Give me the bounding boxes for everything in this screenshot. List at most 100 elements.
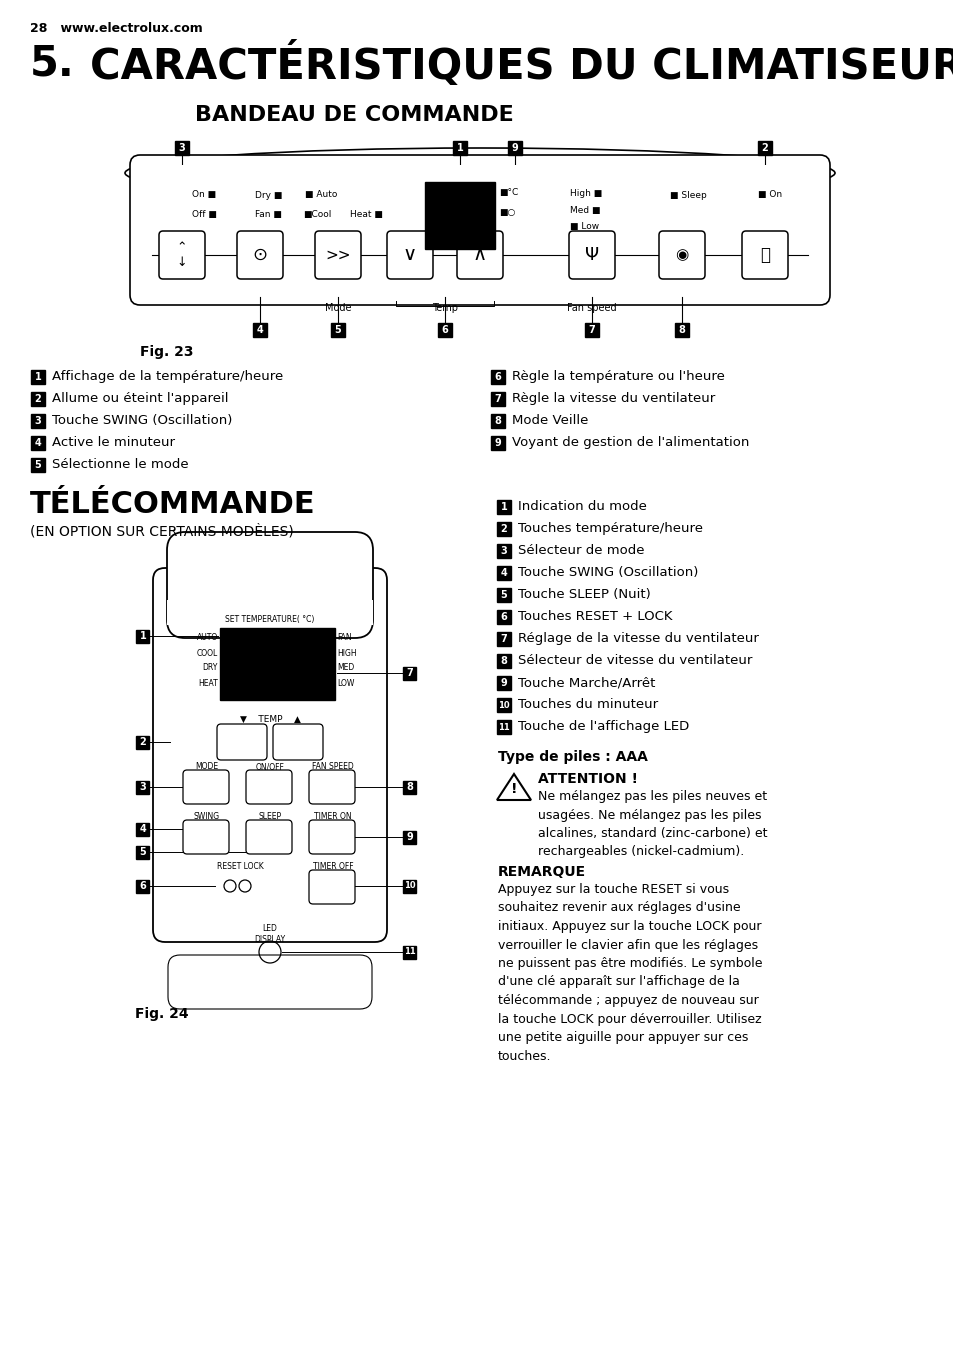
Text: Mode Veille: Mode Veille [512, 414, 588, 427]
Text: LOW: LOW [336, 678, 354, 688]
FancyBboxPatch shape [30, 393, 45, 406]
FancyBboxPatch shape [456, 232, 502, 279]
Text: Fan ■: Fan ■ [254, 210, 281, 219]
Text: 9: 9 [406, 831, 413, 842]
Text: ■°C: ■°C [498, 188, 517, 198]
Text: Touches température/heure: Touches température/heure [517, 523, 702, 535]
Text: Off ■: Off ■ [192, 210, 216, 219]
Text: HIGH: HIGH [336, 649, 356, 658]
Text: AUTO: AUTO [196, 634, 218, 643]
FancyBboxPatch shape [387, 232, 433, 279]
FancyBboxPatch shape [497, 720, 511, 734]
Text: Allume ou éteint l'appareil: Allume ou éteint l'appareil [52, 393, 229, 405]
Text: Touche de l'affichage LED: Touche de l'affichage LED [517, 720, 688, 733]
Text: RESET LOCK: RESET LOCK [216, 862, 263, 871]
FancyBboxPatch shape [758, 141, 771, 154]
Text: 5: 5 [34, 460, 41, 470]
Ellipse shape [125, 148, 834, 198]
Text: 28   www.electrolux.com: 28 www.electrolux.com [30, 22, 203, 35]
FancyBboxPatch shape [136, 780, 150, 793]
FancyBboxPatch shape [741, 232, 787, 279]
FancyBboxPatch shape [497, 588, 511, 603]
Text: ON/OFF: ON/OFF [255, 762, 284, 770]
Text: Heat ■: Heat ■ [350, 210, 382, 219]
FancyBboxPatch shape [309, 821, 355, 854]
Text: Fan speed: Fan speed [567, 303, 617, 313]
Text: FAN SPEED: FAN SPEED [312, 762, 354, 770]
Text: Appuyez sur la touche RESET si vous
souhaitez revenir aux réglages d'usine
initi: Appuyez sur la touche RESET si vous souh… [497, 883, 761, 1063]
Text: COOL: COOL [196, 649, 218, 658]
Text: Règle la température ou l'heure: Règle la température ou l'heure [512, 370, 724, 383]
Text: SET TEMPERATURE( °C): SET TEMPERATURE( °C) [225, 615, 314, 624]
Text: TIMER ON: TIMER ON [314, 812, 352, 821]
FancyBboxPatch shape [136, 630, 150, 643]
Text: 4: 4 [256, 325, 263, 334]
Text: 3: 3 [500, 546, 507, 556]
Text: Temp: Temp [432, 303, 457, 313]
Text: 7: 7 [500, 634, 507, 645]
Text: Affichage de la température/heure: Affichage de la température/heure [52, 370, 283, 383]
FancyBboxPatch shape [309, 770, 355, 804]
Text: 1: 1 [34, 372, 41, 382]
Text: ∨: ∨ [402, 245, 416, 264]
Text: ■ On: ■ On [758, 191, 781, 199]
FancyBboxPatch shape [152, 567, 387, 942]
Text: Touche Marche/Arrêt: Touche Marche/Arrêt [517, 676, 655, 689]
FancyBboxPatch shape [314, 232, 360, 279]
FancyBboxPatch shape [246, 770, 292, 804]
Text: 7: 7 [588, 325, 595, 334]
FancyBboxPatch shape [30, 370, 45, 385]
Text: >>: >> [325, 248, 351, 263]
Text: DRY: DRY [202, 663, 218, 673]
Text: ◉: ◉ [675, 248, 688, 263]
Text: CARACTÉRISTIQUES DU CLIMATISEUR: CARACTÉRISTIQUES DU CLIMATISEUR [90, 42, 953, 88]
Text: 7: 7 [494, 394, 501, 403]
Text: Fig. 24: Fig. 24 [135, 1007, 189, 1021]
Text: 9: 9 [494, 437, 501, 448]
FancyBboxPatch shape [403, 880, 416, 892]
Text: ■ Sleep: ■ Sleep [669, 191, 706, 199]
Text: ⊙: ⊙ [253, 246, 267, 264]
Text: 3: 3 [139, 783, 146, 792]
Text: ▼    TEMP    ▲: ▼ TEMP ▲ [239, 715, 300, 724]
Text: Sélectionne le mode: Sélectionne le mode [52, 458, 189, 471]
Text: ■Cool: ■Cool [303, 210, 331, 219]
Text: 7: 7 [406, 668, 413, 678]
Text: 3: 3 [34, 416, 41, 427]
Text: Touches du minuteur: Touches du minuteur [517, 699, 658, 711]
Text: 8: 8 [494, 416, 501, 427]
Text: Touche SWING (Oscillation): Touche SWING (Oscillation) [517, 566, 698, 580]
Text: Mode: Mode [324, 303, 351, 313]
FancyBboxPatch shape [136, 735, 150, 749]
FancyBboxPatch shape [497, 500, 511, 515]
Text: !: ! [510, 783, 517, 796]
FancyBboxPatch shape [403, 666, 416, 680]
FancyBboxPatch shape [136, 880, 150, 892]
FancyBboxPatch shape [497, 676, 511, 691]
Text: REMARQUE: REMARQUE [497, 865, 585, 879]
Text: Touches RESET + LOCK: Touches RESET + LOCK [517, 611, 672, 623]
FancyBboxPatch shape [497, 566, 511, 580]
Text: Voyant de gestion de l'alimentation: Voyant de gestion de l'alimentation [512, 436, 749, 450]
FancyBboxPatch shape [491, 370, 504, 385]
FancyBboxPatch shape [168, 955, 372, 1009]
Text: (EN OPTION SUR CERTAINS MODÈLES): (EN OPTION SUR CERTAINS MODÈLES) [30, 524, 294, 539]
FancyBboxPatch shape [273, 724, 323, 760]
FancyBboxPatch shape [497, 632, 511, 646]
FancyBboxPatch shape [675, 324, 688, 337]
FancyBboxPatch shape [167, 600, 373, 626]
FancyBboxPatch shape [497, 523, 511, 536]
Text: Active le minuteur: Active le minuteur [52, 436, 174, 450]
FancyBboxPatch shape [30, 436, 45, 450]
Text: MODE: MODE [195, 762, 218, 770]
Text: 5: 5 [500, 590, 507, 600]
Text: 6: 6 [441, 325, 448, 334]
FancyBboxPatch shape [246, 821, 292, 854]
Text: 8: 8 [500, 655, 507, 666]
Text: SLEEP: SLEEP [258, 812, 281, 821]
Text: 10: 10 [404, 881, 416, 891]
Text: ■ Low: ■ Low [569, 222, 598, 232]
Text: 6: 6 [500, 612, 507, 621]
Text: Sélecteur de vitesse du ventilateur: Sélecteur de vitesse du ventilateur [517, 654, 752, 668]
Text: Sélecteur de mode: Sélecteur de mode [517, 544, 644, 556]
